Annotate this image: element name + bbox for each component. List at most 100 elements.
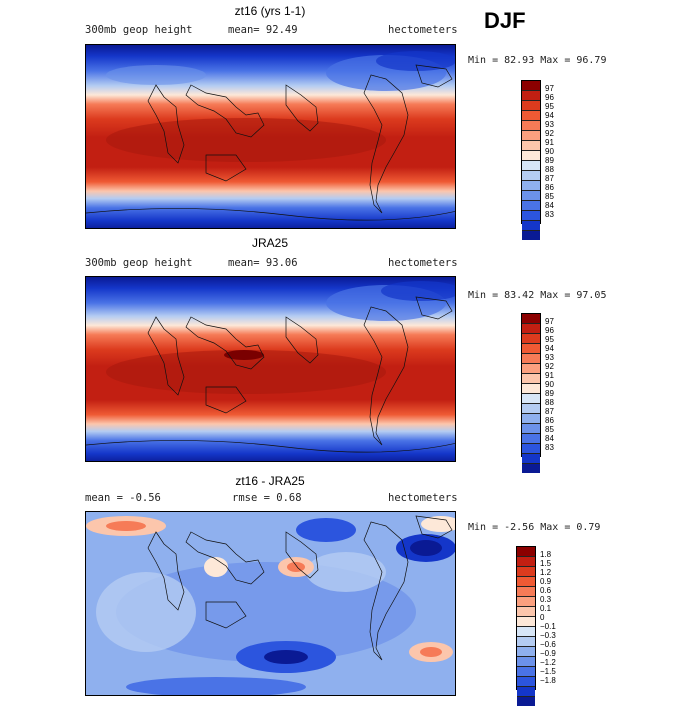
panel-1-cbar-label: 89 bbox=[545, 156, 554, 165]
panel-1-map bbox=[85, 44, 456, 229]
colorbar-swatch bbox=[517, 576, 535, 586]
panel-2-mean-label: mean= 93.06 bbox=[228, 257, 298, 269]
panel-1-cbar-label: 88 bbox=[545, 165, 554, 174]
colorbar-swatch bbox=[522, 100, 540, 110]
panel-1-cbar-label: 97 bbox=[545, 84, 554, 93]
panel-1-cbar-label: 90 bbox=[545, 147, 554, 156]
panel-2-cbar-label: 89 bbox=[545, 389, 554, 398]
colorbar-swatch bbox=[522, 200, 540, 210]
panel-3-cbar-label: −0.9 bbox=[540, 649, 556, 658]
panel-2-cbar-label: 85 bbox=[545, 425, 554, 434]
panel-3-rmse-label: rmse = 0.68 bbox=[232, 492, 302, 504]
colorbar-swatch bbox=[522, 393, 540, 403]
panel-1-cbar-label: 83 bbox=[545, 210, 554, 219]
panel-1-cbar-label: 93 bbox=[545, 120, 554, 129]
colorbar-swatch bbox=[517, 686, 535, 696]
panel-2-cbar-label: 87 bbox=[545, 407, 554, 416]
panel-3-map bbox=[85, 511, 456, 696]
colorbar-swatch bbox=[522, 443, 540, 453]
panel-1-cbar-label: 91 bbox=[545, 138, 554, 147]
panel-2-cbar-label: 83 bbox=[545, 443, 554, 452]
colorbar-swatch bbox=[517, 646, 535, 656]
colorbar-swatch bbox=[522, 90, 540, 100]
colorbar-swatch bbox=[522, 170, 540, 180]
panel-1-cbar-label: 87 bbox=[545, 174, 554, 183]
panel-2-units-label: hectometers bbox=[388, 257, 458, 269]
panel-1-cbar-label: 86 bbox=[545, 183, 554, 192]
panel-2-colorbar: 97 96 95 94 93 92 91 90 89 88 87 86 85 8… bbox=[521, 313, 554, 473]
panel-2-cbar-label: 95 bbox=[545, 335, 554, 344]
colorbar-swatch bbox=[522, 190, 540, 200]
panel-3-cbar-label: −1.8 bbox=[540, 676, 556, 685]
colorbar-swatch bbox=[517, 566, 535, 576]
panel-3-mean-label: mean = -0.56 bbox=[85, 492, 161, 504]
panel-3-cbar-label: 0.3 bbox=[540, 595, 552, 604]
colorbar-swatch bbox=[517, 547, 535, 556]
colorbar-swatch bbox=[517, 616, 535, 626]
panel-3-cbar-label: 0.6 bbox=[540, 586, 552, 595]
panel-2-cbar-label: 94 bbox=[545, 344, 554, 353]
panel-1-colorbar: 97 96 95 94 93 92 91 90 89 88 87 86 85 8… bbox=[521, 80, 554, 240]
panel-1-cbar-label: 94 bbox=[545, 111, 554, 120]
panel-2-colorbar-swatches bbox=[521, 313, 541, 473]
colorbar-swatch bbox=[522, 373, 540, 383]
panel-2-cbar-label: 92 bbox=[545, 362, 554, 371]
colorbar-swatch bbox=[522, 210, 540, 220]
colorbar-swatch bbox=[522, 160, 540, 170]
panel-2-cbar-label: 97 bbox=[545, 317, 554, 326]
colorbar-swatch bbox=[522, 463, 540, 473]
panel-1-title: zt16 (yrs 1-1) bbox=[234, 4, 306, 18]
colorbar-swatch bbox=[522, 453, 540, 463]
panel-3-cbar-label: 1.2 bbox=[540, 568, 552, 577]
colorbar-swatch bbox=[522, 110, 540, 120]
colorbar-swatch bbox=[517, 666, 535, 676]
panel-3-title: zt16 - JRA25 bbox=[235, 474, 305, 488]
colorbar-swatch bbox=[522, 180, 540, 190]
season-label: DJF bbox=[484, 8, 526, 33]
colorbar-swatch bbox=[522, 343, 540, 353]
colorbar-swatch bbox=[522, 150, 540, 160]
colorbar-swatch bbox=[522, 230, 540, 240]
panel-1-minmax: Min = 82.93 Max = 96.79 bbox=[468, 55, 607, 66]
panel-1-units-label: hectometers bbox=[388, 24, 458, 36]
colorbar-swatch bbox=[522, 353, 540, 363]
colorbar-swatch bbox=[522, 120, 540, 130]
panel-3-cbar-label: 0.9 bbox=[540, 577, 552, 586]
panel-1-cbar-label: 92 bbox=[545, 129, 554, 138]
colorbar-swatch bbox=[522, 333, 540, 343]
colorbar-swatch bbox=[522, 423, 540, 433]
panel-2-cbar-label: 86 bbox=[545, 416, 554, 425]
panel-3-units-label: hectometers bbox=[388, 492, 458, 504]
colorbar-swatch bbox=[522, 403, 540, 413]
panel-3-cbar-label: −0.3 bbox=[540, 631, 556, 640]
colorbar-swatch bbox=[517, 606, 535, 616]
panel-3-cbar-label: 1.5 bbox=[540, 559, 552, 568]
colorbar-swatch bbox=[522, 130, 540, 140]
colorbar-swatch bbox=[522, 383, 540, 393]
colorbar-swatch bbox=[517, 596, 535, 606]
panel-2-cbar-label: 96 bbox=[545, 326, 554, 335]
panel-1-mean-label: mean= 92.49 bbox=[228, 24, 298, 36]
panel-2-field-label: 300mb geop height bbox=[85, 257, 193, 269]
panel-2-minmax: Min = 83.42 Max = 97.05 bbox=[468, 290, 607, 301]
colorbar-swatch bbox=[522, 363, 540, 373]
panel-1-cbar-label: 95 bbox=[545, 102, 554, 111]
panel-1-cbar-label: 85 bbox=[545, 192, 554, 201]
panel-3-cbar-label: −0.6 bbox=[540, 640, 556, 649]
panel-2-cbar-label: 84 bbox=[545, 434, 554, 443]
colorbar-swatch bbox=[522, 433, 540, 443]
colorbar-swatch bbox=[522, 314, 540, 323]
panel-1-cbar-label: 96 bbox=[545, 93, 554, 102]
colorbar-swatch bbox=[522, 140, 540, 150]
panel-1-field-label: 300mb geop height bbox=[85, 24, 193, 36]
panel-3-colorbar-swatches bbox=[516, 546, 536, 706]
panel-3-cbar-label: 0.1 bbox=[540, 604, 552, 613]
panel-3-cbar-label: 0 bbox=[540, 613, 545, 622]
colorbar-swatch bbox=[522, 81, 540, 90]
colorbar-swatch bbox=[517, 656, 535, 666]
panel-2-cbar-label: 93 bbox=[545, 353, 554, 362]
panel-2-map bbox=[85, 276, 456, 462]
panel-1-colorbar-swatches bbox=[521, 80, 541, 240]
panel-2-cbar-label: 90 bbox=[545, 380, 554, 389]
colorbar-swatch bbox=[522, 220, 540, 230]
